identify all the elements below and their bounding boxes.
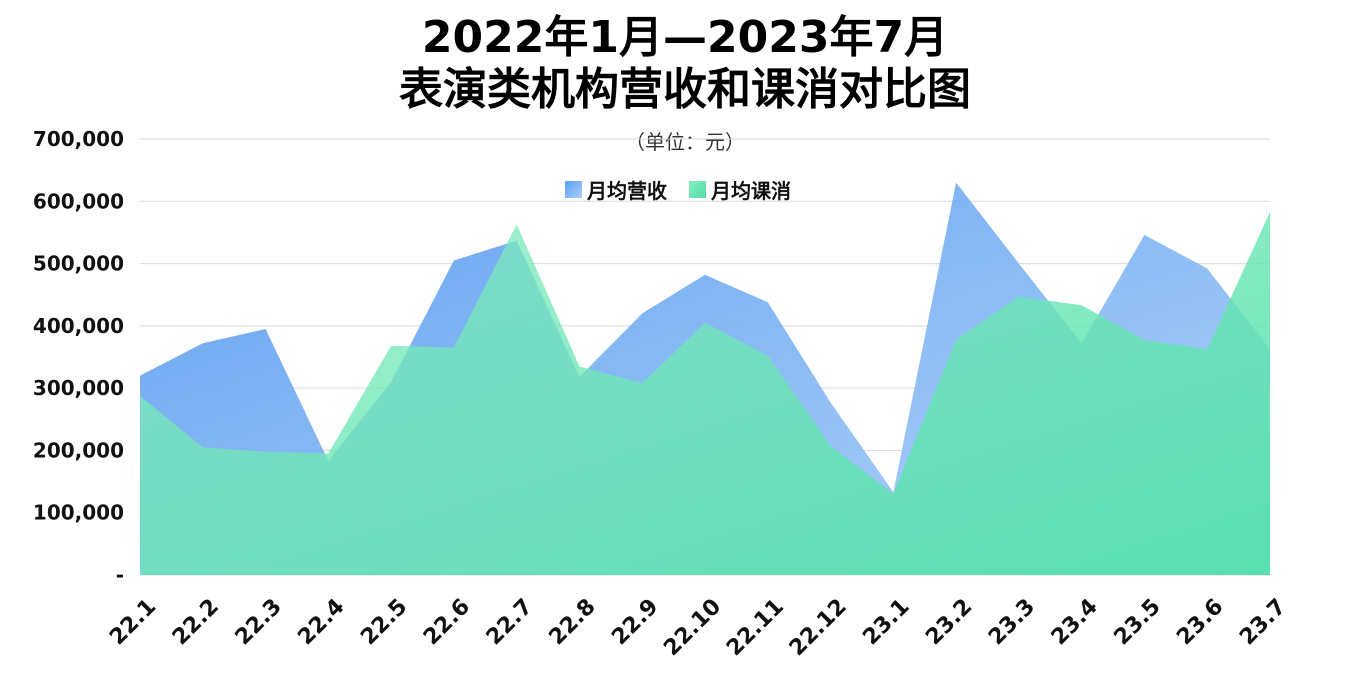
chart-title-line-2: 表演类机构营收和课消对比图 (399, 64, 971, 115)
x-tick-label: 22.12 (785, 594, 852, 661)
x-tick-label: 22.6 (419, 594, 475, 650)
x-tick-label: 22.11 (722, 594, 789, 661)
x-tick-label: 23.4 (1047, 594, 1103, 650)
x-tick-label: 22.1 (105, 594, 161, 650)
chart-title-line-1: 2022年1月—2023年7月 (421, 12, 949, 63)
x-tick-label: 22.8 (545, 594, 601, 650)
legend-label-consumption: 月均课消 (710, 179, 791, 203)
series-areas (140, 182, 1270, 576)
x-tick-label: 23.1 (858, 594, 914, 650)
y-tick-label: 500,000 (33, 252, 124, 276)
x-tick-label: 22.3 (231, 594, 287, 650)
y-tick-label: - (116, 563, 124, 587)
x-tick-label: 23.6 (1172, 594, 1228, 650)
chart-title: 2022年1月—2023年7月 表演类机构营收和课消对比图 (0, 12, 1370, 116)
legend: 月均营收 月均课消 (565, 179, 791, 203)
x-tick-label: 22.4 (293, 594, 349, 650)
x-tick-label: 22.7 (482, 594, 538, 650)
x-tick-label: 22.9 (607, 594, 663, 650)
x-tick-label: 23.5 (1110, 594, 1166, 650)
series-area-consumption (140, 211, 1270, 576)
x-axis-ticks: 22.1 22.2 22.3 22.4 22.5 22.6 22.7 22.8 22.922.1… (105, 594, 1291, 661)
y-tick-label: 700,000 (33, 127, 124, 151)
legend-swatch-revenue (565, 181, 582, 198)
legend-swatch-consumption (689, 181, 706, 198)
x-tick-label: 23.7 (1235, 594, 1291, 650)
chart-subtitle: （单位：元） (625, 130, 745, 154)
x-tick-label: 22.2 (168, 594, 224, 650)
y-tick-label: 300,000 (33, 376, 124, 400)
legend-label-revenue: 月均营收 (586, 179, 667, 203)
y-tick-label: 600,000 (33, 189, 124, 213)
x-tick-label: 22.5 (356, 594, 412, 650)
x-tick-label: 23.2 (921, 594, 977, 650)
y-tick-label: 100,000 (33, 501, 124, 525)
x-tick-label: 23.3 (984, 594, 1040, 650)
x-tick-label: 22.10 (659, 594, 726, 661)
y-tick-label: 200,000 (33, 438, 124, 462)
y-axis-ticks: - 100,000 200,000 300,000 400,000 500,000 600,… (33, 127, 124, 587)
y-tick-label: 400,000 (33, 314, 124, 338)
